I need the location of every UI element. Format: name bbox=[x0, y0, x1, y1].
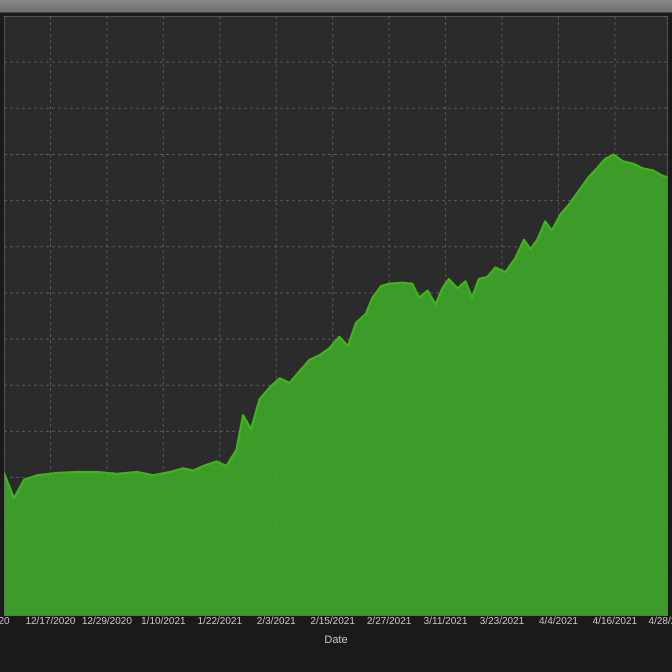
x-tick-label: 2/3/2021 bbox=[257, 616, 296, 627]
chart-frame: 20 12/17/2020 12/29/2020 1/10/2021 1/22/2021… bbox=[0, 0, 672, 672]
x-tick-label: 2/15/2021 bbox=[310, 616, 355, 627]
x-axis-tick-labels: 20 12/17/2020 12/29/2020 1/10/2021 1/22/2021… bbox=[0, 616, 672, 634]
x-tick-label: 4/4/2021 bbox=[539, 616, 578, 627]
x-tick-label: 12/17/2020 bbox=[25, 616, 75, 627]
x-tick-label: 4/16/2021 bbox=[593, 616, 638, 627]
x-tick-label: 1/22/2021 bbox=[198, 616, 243, 627]
x-tick-label: 20 bbox=[0, 616, 10, 627]
x-axis-label: Date bbox=[0, 634, 672, 646]
x-tick-label: 2/27/2021 bbox=[367, 616, 412, 627]
x-tick-label: 4/28/202 bbox=[649, 616, 672, 627]
window-titlebar bbox=[0, 0, 672, 13]
x-tick-label: 3/23/2021 bbox=[480, 616, 525, 627]
x-tick-label: 1/10/2021 bbox=[141, 616, 186, 627]
x-tick-label: 3/11/2021 bbox=[424, 616, 468, 627]
area-chart bbox=[4, 16, 668, 616]
x-tick-label: 12/29/2020 bbox=[82, 616, 132, 627]
